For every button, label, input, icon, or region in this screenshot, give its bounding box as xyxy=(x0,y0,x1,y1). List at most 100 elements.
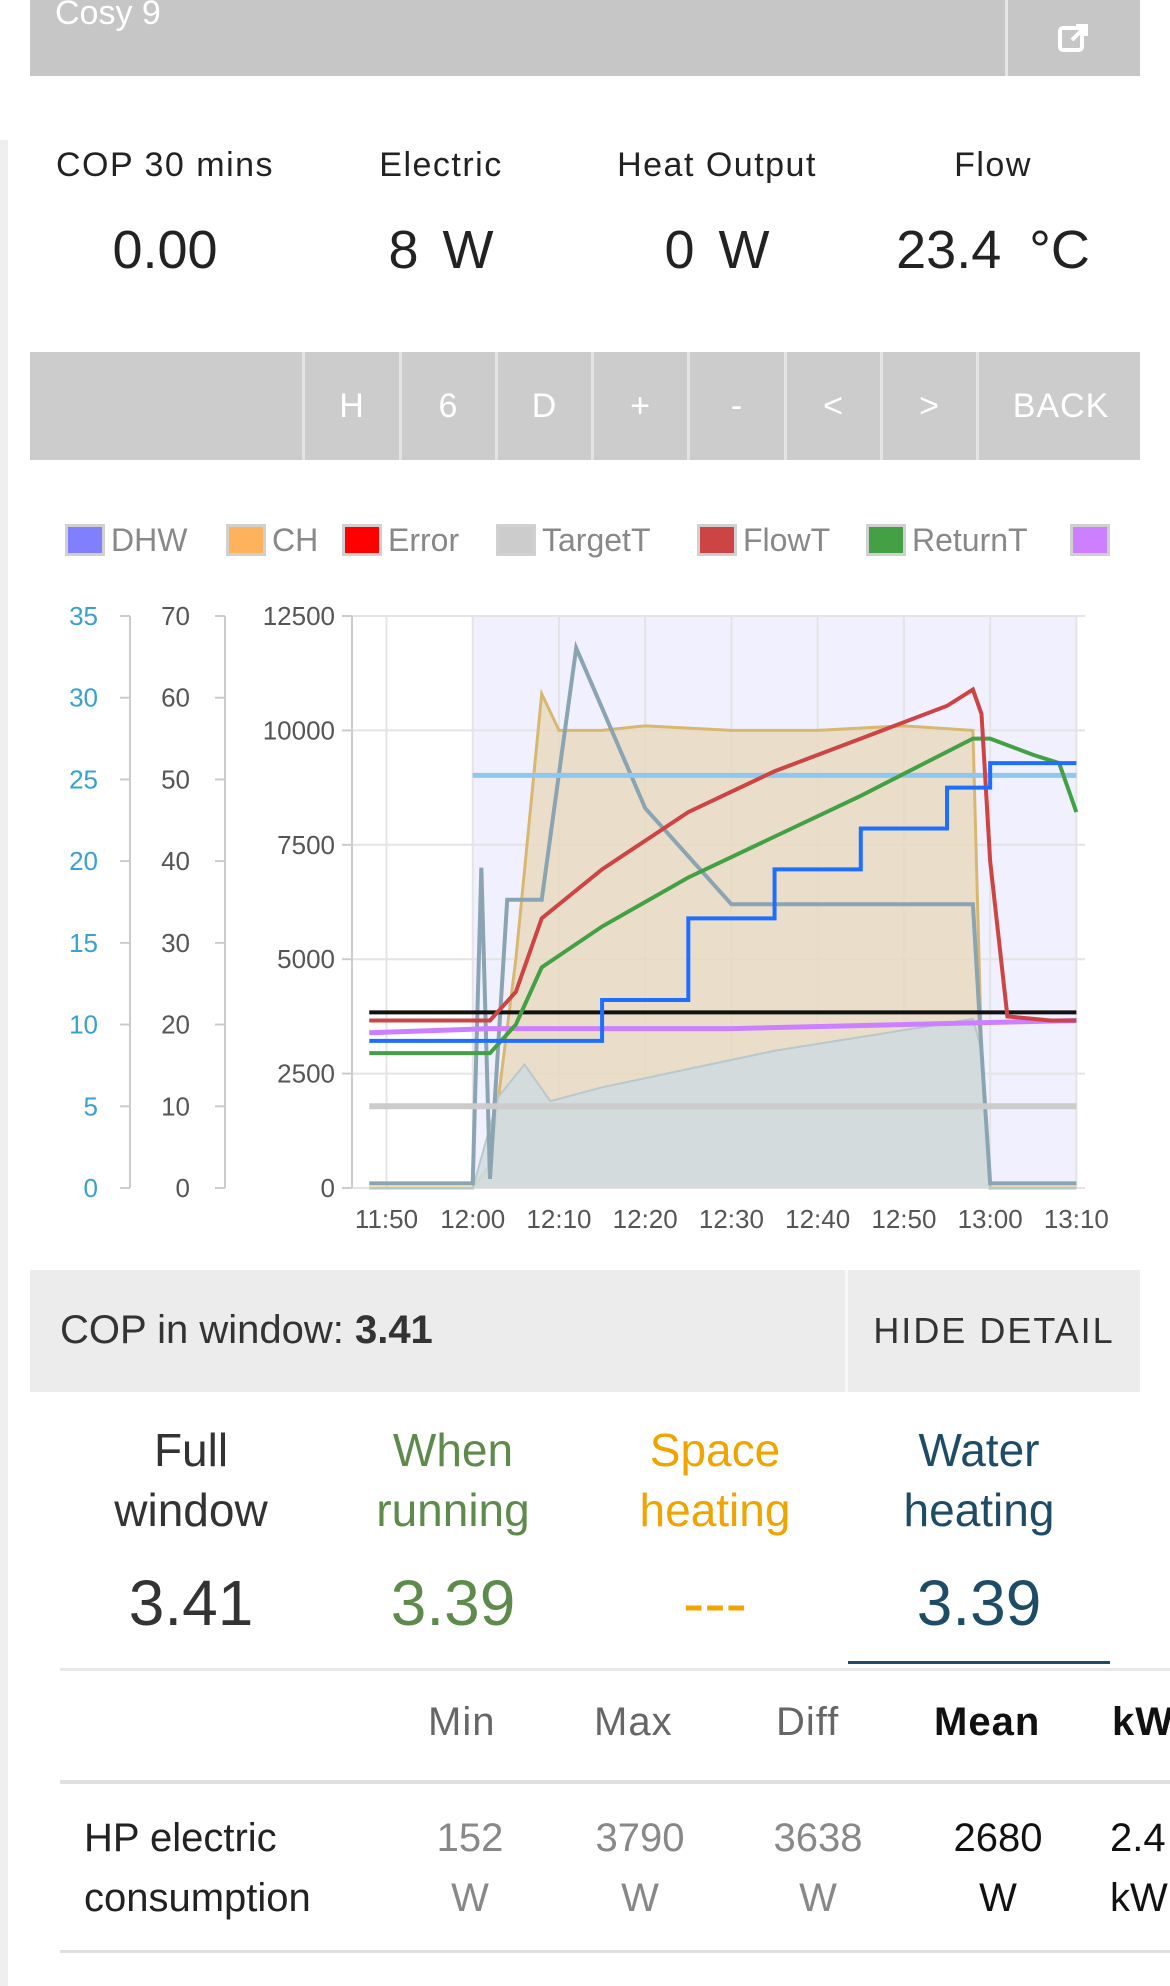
legend-label: DHW xyxy=(111,521,188,558)
page-edge-shadow xyxy=(0,140,8,1986)
pan-left-button[interactable]: < xyxy=(784,352,880,460)
six-hour-button[interactable]: 6 xyxy=(399,352,495,460)
cell-value: 2.4 xyxy=(1110,1816,1166,1860)
active-tab-underline xyxy=(848,1661,1110,1664)
time-navigation-bar: H 6 D + - < > BACK xyxy=(30,352,1140,460)
y-tick-label: 15 xyxy=(69,928,98,958)
legend-swatch xyxy=(496,524,536,556)
stat-value: 23.4 xyxy=(896,220,1002,280)
y-tick-label: 60 xyxy=(161,683,190,713)
cop-title-line2: window xyxy=(114,1484,268,1536)
stat-label: Heat Output xyxy=(617,146,817,184)
back-button[interactable]: BACK xyxy=(976,352,1143,460)
y-tick-label: 35 xyxy=(69,601,98,631)
share-icon xyxy=(1058,24,1088,52)
cell-value: 3790 xyxy=(595,1816,685,1860)
row-label-line1: HP electric xyxy=(84,1816,277,1860)
cell-unit: W xyxy=(451,1876,489,1920)
x-tick-label: 12:50 xyxy=(871,1204,936,1234)
x-tick-label: 12:00 xyxy=(440,1204,505,1234)
row-label-line2: consumption xyxy=(84,1876,311,1920)
cop-title-line2: running xyxy=(376,1484,530,1536)
cop-when-running[interactable]: When running 3.39 xyxy=(322,1420,584,1640)
cell-min: 152 W xyxy=(420,1808,520,1928)
day-button[interactable]: D xyxy=(495,352,591,460)
legend-swatch xyxy=(226,524,266,556)
y-tick-label: 20 xyxy=(69,846,98,876)
legend-item[interactable]: CH xyxy=(226,520,318,560)
cell-max: 3790 W xyxy=(580,1808,700,1928)
legend-swatch xyxy=(65,524,105,556)
cop-window-readout: COP in window: 3.41 xyxy=(60,1308,433,1353)
x-tick-label: 12:40 xyxy=(785,1204,850,1234)
legend-item[interactable]: ReturnT xyxy=(866,520,1028,560)
x-tick-label: 11:50 xyxy=(355,1204,418,1234)
cop-value: --- xyxy=(683,1567,747,1639)
legend-label: TargetT xyxy=(542,521,651,558)
col-header-min: Min xyxy=(428,1700,496,1744)
stat-flow: Flow 23.4 °C xyxy=(858,146,1128,281)
y-tick-label: 0 xyxy=(321,1173,335,1203)
legend-label: FlowT xyxy=(743,521,831,558)
cell-unit: W xyxy=(621,1876,659,1920)
legend-swatch xyxy=(1070,524,1110,556)
cop-value: 3.39 xyxy=(390,1567,516,1639)
cell-unit: W xyxy=(799,1876,837,1920)
stat-label: Electric xyxy=(379,146,503,184)
zoom-out-button[interactable]: - xyxy=(687,352,784,460)
stat-cop-30-mins: COP 30 mins 0.00 xyxy=(30,146,300,281)
legend-swatch xyxy=(866,524,906,556)
y-tick-label: 0 xyxy=(176,1173,190,1203)
y-tick-label: 12500 xyxy=(263,601,335,631)
cop-title-line2: heating xyxy=(639,1484,791,1536)
y-tick-label: 10000 xyxy=(263,715,335,745)
hide-detail-button[interactable]: HIDE DETAIL xyxy=(845,1270,1140,1392)
y-tick-label: 25 xyxy=(69,764,98,794)
stat-label: COP 30 mins xyxy=(55,146,275,184)
cell-value: 152 xyxy=(436,1816,504,1860)
legend-item[interactable]: DHW xyxy=(65,520,187,560)
legend-item[interactable] xyxy=(1070,520,1116,560)
pan-right-button[interactable]: > xyxy=(880,352,976,460)
cop-value: 3.39 xyxy=(916,1567,1042,1639)
zoom-in-button[interactable]: + xyxy=(591,352,687,460)
stat-value: 8 xyxy=(388,220,419,280)
stat-value: 0 xyxy=(664,220,695,280)
cell-value: 3638 xyxy=(773,1816,863,1860)
cop-full-window[interactable]: Full window 3.41 xyxy=(60,1420,322,1640)
row-label: HP electric consumption xyxy=(84,1808,311,1928)
cop-water-heating[interactable]: Water heating 3.39 xyxy=(848,1420,1110,1640)
share-button[interactable] xyxy=(1005,0,1140,76)
table-top-divider xyxy=(60,1668,1170,1671)
cell-diff: 3638 W xyxy=(758,1808,878,1928)
cop-title-line1: Full xyxy=(153,1424,229,1476)
col-header-kwh: kWh xyxy=(1112,1700,1170,1744)
table-header-divider xyxy=(60,1780,1170,1784)
col-header-max: Max xyxy=(594,1700,673,1744)
y-tick-label: 50 xyxy=(161,764,190,794)
stat-value: 0.00 xyxy=(112,220,218,280)
cop-title-line1: Water xyxy=(918,1424,1040,1476)
y-tick-label: 20 xyxy=(161,1010,190,1040)
return-temp-line xyxy=(369,736,1079,1056)
legend-item[interactable]: TargetT xyxy=(496,520,650,560)
legend-label: ReturnT xyxy=(912,521,1028,558)
series7-line xyxy=(369,1017,1077,1036)
legend-item[interactable]: Error xyxy=(342,520,459,560)
x-tick-label: 12:20 xyxy=(613,1204,678,1234)
history-chart[interactable]: DHW CH Error TargetT FlowT ReturnT 11:50 12:00… xyxy=(30,520,1140,1240)
y-tick-label: 0 xyxy=(84,1173,98,1203)
legend-item[interactable]: FlowT xyxy=(697,520,830,560)
cop-title-line1: Space xyxy=(649,1424,781,1476)
stat-label: Flow xyxy=(954,146,1032,184)
cop-space-heating[interactable]: Space heating --- xyxy=(584,1420,846,1640)
col-header-diff: Diff xyxy=(776,1700,840,1744)
chart-plot: 11:50 12:00 12:10 12:20 12:30 12:40 12:50 13:00… xyxy=(69,601,1109,1234)
hour-button[interactable]: H xyxy=(302,352,399,460)
legend-label: Error xyxy=(388,521,460,558)
y-tick-label: 5 xyxy=(84,1091,98,1121)
device-title: Cosy 9 xyxy=(55,0,161,32)
y-tick-label: 30 xyxy=(69,683,98,713)
